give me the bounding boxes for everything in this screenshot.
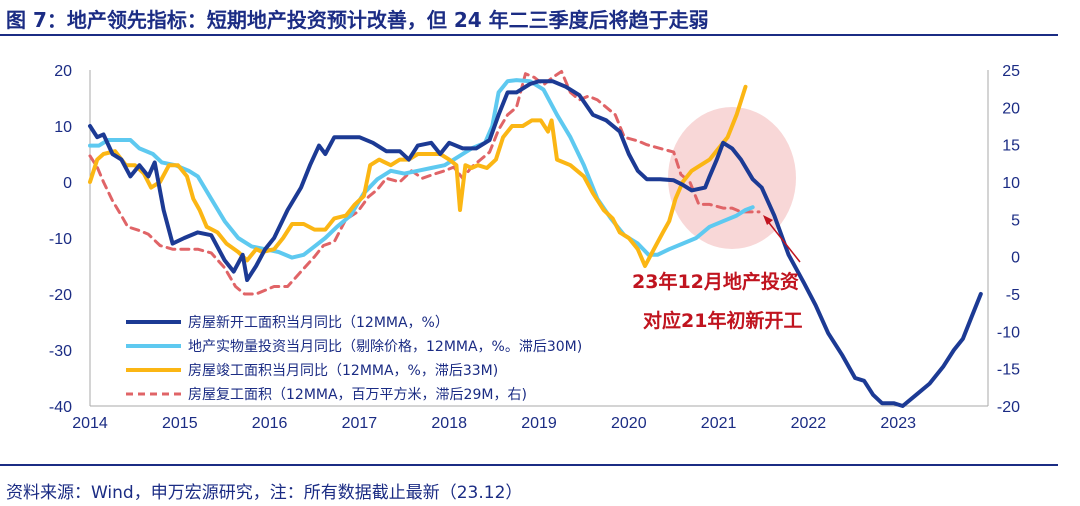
legend-label-starts: 房屋新开工面积当月同比（12MMA，%）	[188, 315, 449, 331]
legend-label-investment: 地产实物量投资当月同比（剔除价格，12MMA，%。滞后30M)	[188, 339, 582, 355]
right-tick-label: 20	[1002, 100, 1020, 117]
left-tick-label: -10	[49, 231, 72, 248]
left-tick-label: 10	[54, 119, 72, 136]
right-tick-label: -15	[997, 362, 1020, 379]
left-tick-label: 20	[54, 63, 72, 80]
annotation-arrowhead	[763, 215, 773, 225]
x-tick-label: 2014	[72, 415, 108, 432]
right-tick-label: 0	[1011, 250, 1020, 267]
left-tick-label: -40	[49, 399, 72, 416]
x-tick-label: 2015	[162, 415, 198, 432]
series-line-resumed	[88, 70, 761, 296]
annotation-line-1: 23年12月地产投资	[632, 270, 799, 293]
right-tick-label: -5	[1006, 287, 1020, 304]
series-line-starts	[88, 79, 983, 408]
right-tick-label: -10	[997, 324, 1020, 341]
left-tick-label: 0	[63, 175, 72, 192]
footer-rule	[0, 464, 1058, 466]
annotation: 23年12月地产投资 对应21年初新开工	[632, 215, 802, 332]
x-tick-label: 2018	[431, 415, 467, 432]
figure-title: 图 7：地产领先指标：短期地产投资预计改善，但 24 年二三季度后将趋于走弱	[6, 8, 709, 32]
x-tick-label: 2016	[252, 415, 288, 432]
right-tick-label: 10	[1002, 175, 1020, 192]
x-tick-label: 2020	[611, 415, 647, 432]
left-tick-label: -20	[49, 287, 72, 304]
series-group	[88, 70, 983, 408]
legend-label-resumed: 房屋复工面积（12MMA，百万平方米，滞后29M，右)	[188, 386, 527, 403]
annotation-line-2: 对应21年初新开工	[643, 309, 802, 332]
annotation-arrow	[765, 218, 801, 263]
legend-label-completions: 房屋竣工面积当月同比（12MMA，%，滞后33M)	[188, 363, 498, 379]
title-rule	[0, 34, 1058, 36]
right-tick-label: 15	[1002, 138, 1020, 155]
legend: 房屋新开工面积当月同比（12MMA，%） 地产实物量投资当月同比（剔除价格，12…	[126, 315, 582, 403]
left-tick-label: -30	[49, 343, 72, 360]
x-tick-label: 2019	[521, 415, 557, 432]
right-tick-label: 5	[1011, 212, 1020, 229]
right-tick-label: -20	[997, 399, 1020, 416]
source-note: 资料来源：Wind，申万宏源研究，注：所有数据截止最新（23.12）	[6, 483, 523, 503]
x-tick-label: 2023	[880, 415, 916, 432]
x-tick-label: 2021	[701, 415, 737, 432]
left-axis-ticks: 20 10 0 -10 -20 -30 -40	[49, 63, 72, 416]
x-tick-label: 2017	[342, 415, 378, 432]
right-axis-ticks: 25 20 15 10 5 0 -5 -10 -15 -20	[997, 63, 1020, 416]
right-tick-label: 25	[1002, 63, 1020, 80]
x-tick-label: 2022	[791, 415, 827, 432]
series-line-completions	[88, 84, 748, 268]
highlight-ellipse	[668, 107, 796, 249]
series-line-investment	[88, 78, 755, 260]
x-axis-ticks: 2014 2015 2016 2017 2018 2019 2020 2021 2022 2023	[72, 415, 916, 432]
